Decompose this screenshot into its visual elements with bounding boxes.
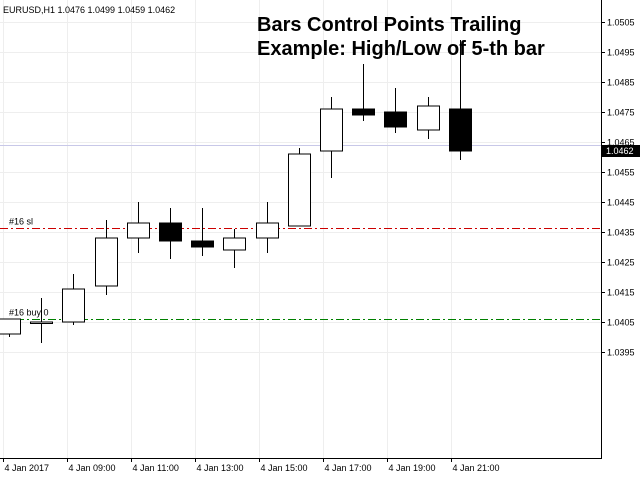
candle bbox=[62, 274, 85, 325]
ticks-layer: 1.0505 1.0495 1.0485 1.0475 1.0465 1.0455 1.04… bbox=[3, 18, 635, 473]
y-tick-label: 1.0485 bbox=[607, 78, 635, 88]
current-price-label: 1.0462 bbox=[606, 146, 634, 156]
x-tick-label: 4 Jan 11:00 bbox=[133, 463, 179, 473]
candle bbox=[30, 298, 53, 343]
symbol-info: EURUSD,H1 1.0476 1.0499 1.0459 1.0462 bbox=[3, 5, 175, 15]
candle-body-bullish bbox=[288, 153, 311, 227]
chart-title-line-2: Example: High/Low of 5-th bar bbox=[257, 38, 545, 60]
candle-body-bearish bbox=[352, 108, 375, 116]
candle bbox=[191, 208, 214, 256]
y-tick-label: 1.0505 bbox=[607, 18, 635, 28]
y-tick-label: 1.0445 bbox=[607, 198, 635, 208]
candle-body-bearish bbox=[449, 108, 472, 152]
y-tick-label: 1.0495 bbox=[607, 48, 635, 58]
y-tick-label: 1.0435 bbox=[607, 228, 635, 238]
y-tick-label: 1.0455 bbox=[607, 168, 635, 178]
order-level-label: #16 buy 0 bbox=[9, 308, 49, 318]
x-tick-label: 4 Jan 09:00 bbox=[69, 463, 116, 473]
candle-body-bullish bbox=[30, 321, 53, 324]
candle bbox=[352, 64, 375, 121]
y-tick-label: 1.0465 bbox=[607, 138, 635, 148]
chart-title-line-1: Bars Control Points Trailing bbox=[257, 14, 521, 36]
candle bbox=[159, 208, 182, 259]
x-tick-label: 4 Jan 17:00 bbox=[325, 463, 372, 473]
candle bbox=[256, 202, 279, 253]
candle bbox=[320, 97, 343, 178]
y-tick-label: 1.0415 bbox=[607, 288, 635, 298]
x-tick-label: 4 Jan 21:00 bbox=[453, 463, 500, 473]
y-tick-label: 1.0475 bbox=[607, 108, 635, 118]
y-tick-label: 1.0405 bbox=[607, 318, 635, 328]
candle bbox=[288, 148, 311, 227]
candle-body-bullish bbox=[95, 237, 118, 287]
candle-body-bullish bbox=[256, 222, 279, 239]
current-price-tag: 1.0462 bbox=[602, 145, 640, 157]
candle bbox=[417, 97, 440, 139]
candle bbox=[0, 318, 21, 337]
candle-body-bearish bbox=[191, 240, 214, 248]
current-price-tag-bg bbox=[602, 145, 640, 157]
candle bbox=[95, 220, 118, 295]
candle-body-bearish bbox=[159, 222, 182, 242]
x-tick-label: 4 Jan 2017 bbox=[5, 463, 50, 473]
y-tick-label: 1.0425 bbox=[607, 258, 635, 268]
candle bbox=[449, 40, 472, 160]
candle bbox=[127, 202, 150, 253]
candle-body-bullish bbox=[417, 105, 440, 131]
y-tick-label: 1.0395 bbox=[607, 348, 635, 358]
candle-body-bearish bbox=[384, 111, 407, 128]
order-level-label: #16 sl bbox=[9, 217, 33, 227]
candles-layer bbox=[0, 40, 472, 343]
candle bbox=[223, 229, 246, 268]
candle-body-bullish bbox=[62, 288, 85, 323]
candle bbox=[384, 88, 407, 133]
levels-layer: #16 sl #16 buy 0 bbox=[0, 145, 601, 320]
x-tick-label: 4 Jan 19:00 bbox=[389, 463, 436, 473]
x-tick-label: 4 Jan 13:00 bbox=[197, 463, 244, 473]
candle-body-bullish bbox=[127, 222, 150, 239]
candle-body-bullish bbox=[320, 108, 343, 152]
candle-body-bullish bbox=[0, 318, 21, 335]
candle-body-bullish bbox=[223, 237, 246, 251]
x-tick-label: 4 Jan 15:00 bbox=[261, 463, 308, 473]
axis-layer bbox=[0, 0, 602, 459]
